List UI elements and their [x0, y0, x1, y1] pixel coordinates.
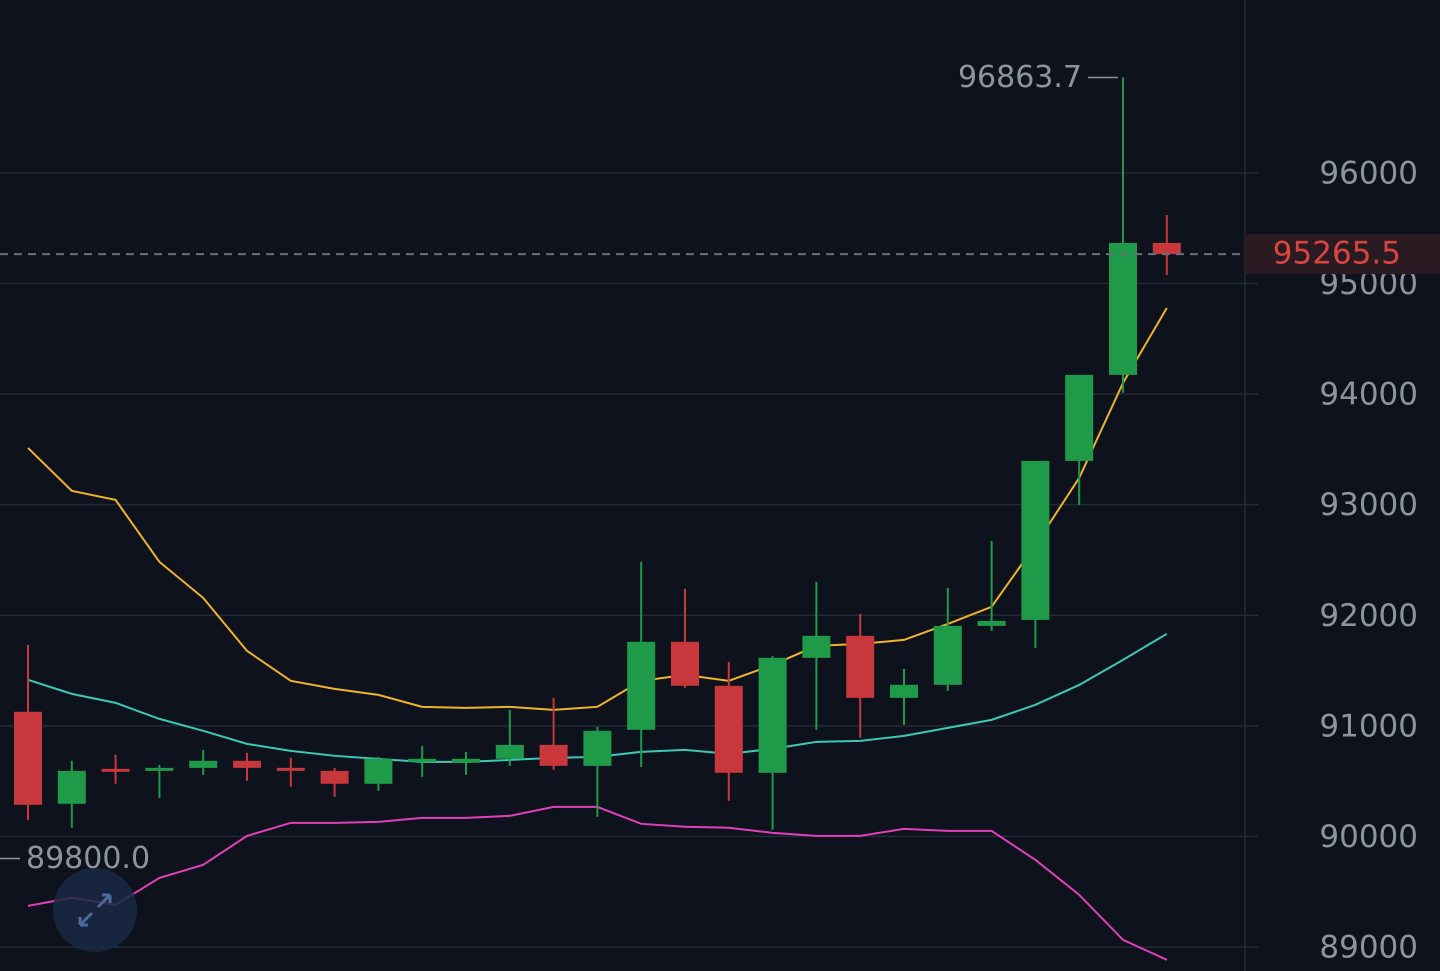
- zoom-icon[interactable]: [78, 893, 112, 927]
- candle-body: [14, 711, 42, 805]
- candle-body: [1021, 460, 1050, 620]
- candle-body: [364, 758, 393, 784]
- y-tick-label: 89000: [1319, 930, 1418, 966]
- candle-body: [933, 625, 962, 685]
- y-tick-label: 96000: [1319, 155, 1418, 191]
- candle-body: [802, 635, 831, 658]
- indicator-line: [27, 307, 1168, 711]
- y-tick-label: 93000: [1319, 487, 1418, 523]
- y-tick-label: 94000: [1319, 377, 1418, 413]
- candle-body: [1065, 374, 1094, 461]
- candle-body: [890, 684, 918, 698]
- candle-body: [977, 620, 1006, 626]
- candle-body: [1109, 242, 1137, 375]
- candle-body: [495, 744, 524, 759]
- y-tick-label: 90000: [1319, 819, 1418, 855]
- candle-body: [714, 685, 743, 773]
- candle-body: [627, 641, 656, 730]
- candle-body: [539, 744, 568, 766]
- candle-body: [320, 770, 349, 784]
- candle-body: [671, 641, 699, 686]
- last-price-label: 95265.5: [1273, 236, 1401, 272]
- candle-body: [846, 635, 875, 698]
- candle-body: [1152, 242, 1181, 255]
- candle-body: [57, 770, 86, 804]
- candle-body: [758, 657, 787, 773]
- y-tick-label: 91000: [1319, 708, 1418, 744]
- zoom-button-bg[interactable]: [53, 868, 137, 952]
- candle-body: [276, 767, 305, 771]
- candle-body: [189, 760, 218, 768]
- candle-body: [101, 768, 130, 772]
- candle-body: [145, 767, 174, 771]
- zoom-button[interactable]: [53, 868, 137, 952]
- y-tick-label: 92000: [1319, 598, 1418, 634]
- candle-body: [583, 730, 612, 766]
- candle-body: [452, 758, 480, 763]
- annotation-label: 96863.7: [958, 60, 1082, 95]
- candle-body: [233, 760, 261, 768]
- candle-body: [408, 758, 437, 762]
- last-price-box: [1245, 234, 1440, 275]
